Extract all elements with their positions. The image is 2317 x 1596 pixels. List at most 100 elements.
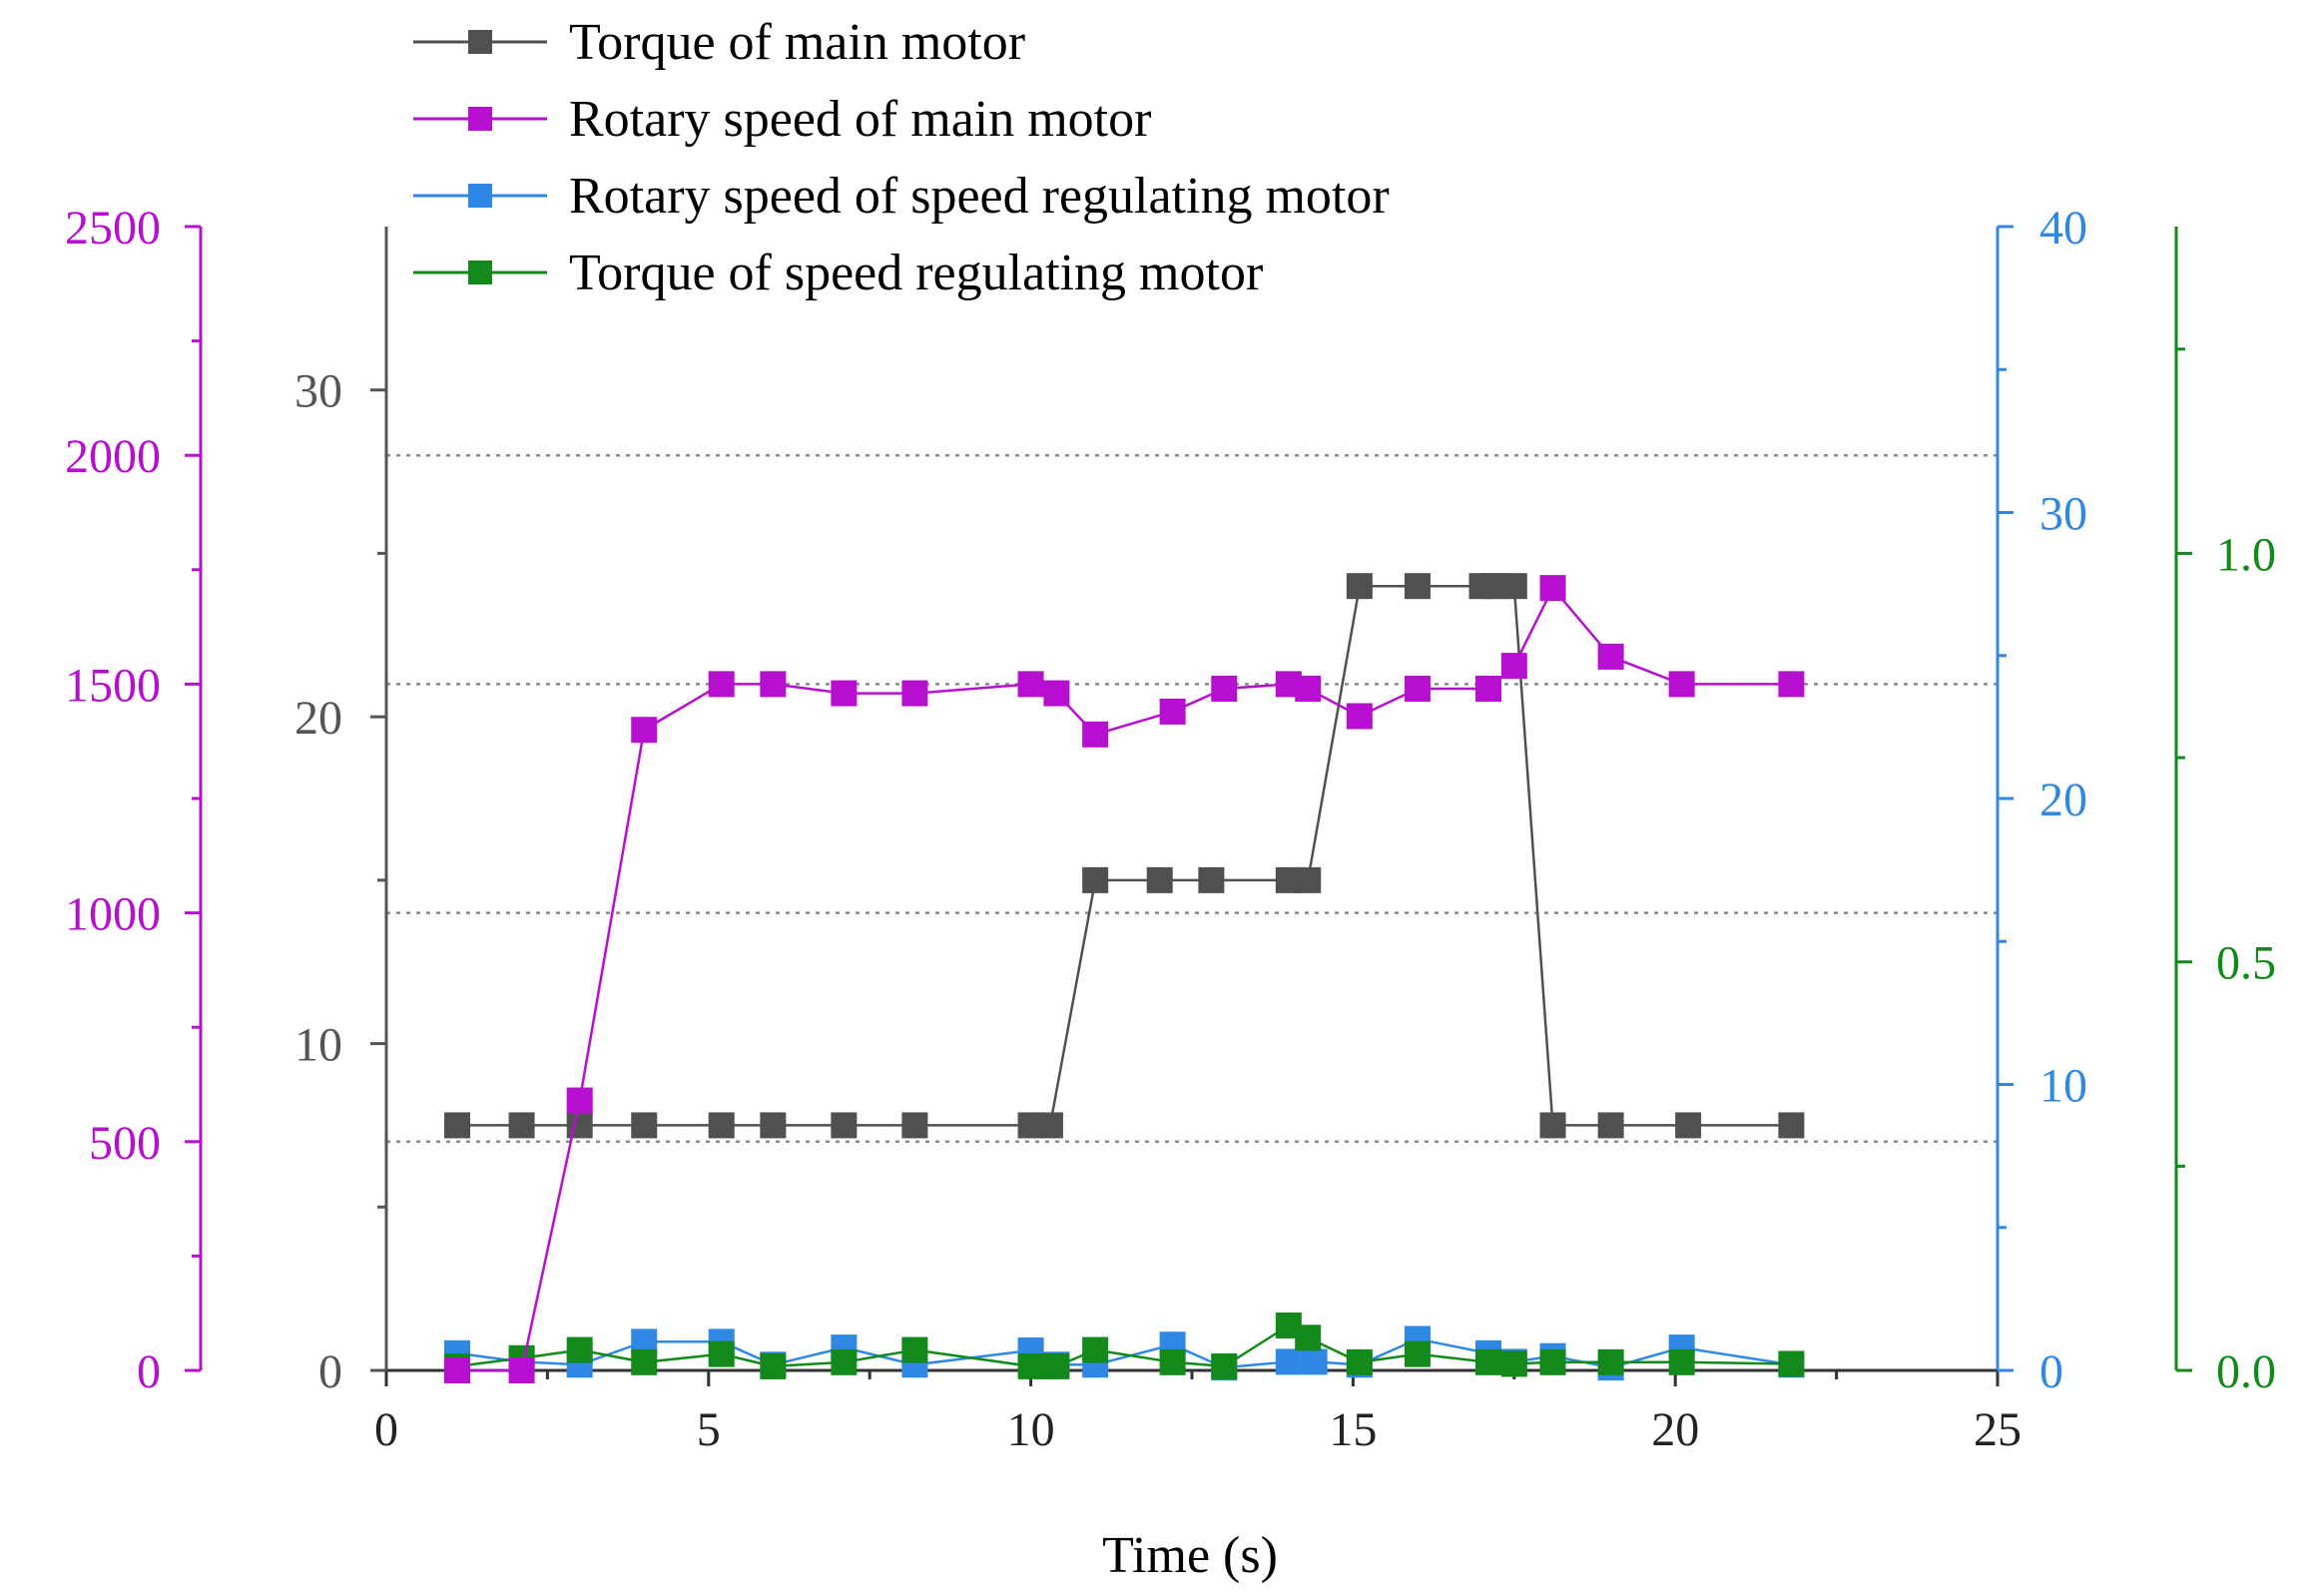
data-point xyxy=(1668,1348,1695,1375)
plot-area xyxy=(444,573,1805,1383)
data-point xyxy=(1675,1112,1702,1139)
data-point xyxy=(901,1112,928,1139)
axes: 0 5 10 15 20 25 0 500 1000 1500 2000 2500 0 10 20 30 0 10… xyxy=(65,202,2276,1456)
legend-label: Rotary speed of speed regulating motor xyxy=(569,168,1390,225)
speed-main-tick-label: 1500 xyxy=(65,659,161,712)
data-point xyxy=(1036,1112,1063,1139)
data-point xyxy=(1778,1112,1805,1139)
data-point xyxy=(760,1352,787,1379)
x-tick-label: 10 xyxy=(1007,1403,1055,1456)
torque-main-tick-label: 30 xyxy=(294,365,342,418)
data-point xyxy=(1778,671,1805,698)
data-point xyxy=(760,671,787,698)
data-point xyxy=(1474,1348,1501,1375)
legend: Torque of main motor Rotary speed of main… xyxy=(413,14,1390,301)
speed-main-tick-label: 0 xyxy=(137,1345,161,1398)
data-point xyxy=(1275,1348,1302,1375)
data-point xyxy=(1017,1352,1044,1379)
x-tick-label: 20 xyxy=(1651,1403,1699,1456)
data-point xyxy=(1295,866,1322,893)
torque-main-tick-label: 10 xyxy=(294,1019,342,1072)
data-point xyxy=(1539,575,1566,602)
data-point xyxy=(508,1112,535,1139)
torque-main-tick-label: 20 xyxy=(294,692,342,745)
legend-marker xyxy=(468,30,492,54)
data-point xyxy=(444,1112,471,1139)
torque-reg-tick-label: 1.0 xyxy=(2216,528,2276,581)
speed-main-tick-label: 500 xyxy=(89,1117,161,1170)
data-point xyxy=(1500,653,1527,680)
data-point xyxy=(566,1336,593,1363)
data-point xyxy=(831,680,858,707)
data-point xyxy=(1404,573,1431,600)
data-point xyxy=(1295,1325,1322,1351)
speed-reg-tick-label: 40 xyxy=(2039,202,2087,255)
data-point xyxy=(1500,1350,1527,1377)
legend-label: Torque of speed regulating motor xyxy=(569,245,1263,301)
data-point xyxy=(1043,1352,1070,1379)
data-point xyxy=(1597,1348,1624,1375)
data-point xyxy=(1211,1352,1238,1379)
data-point xyxy=(1146,866,1173,893)
data-point xyxy=(1778,1350,1805,1377)
data-point xyxy=(1043,680,1070,707)
data-point xyxy=(1668,671,1695,698)
data-point xyxy=(831,1112,858,1139)
data-point xyxy=(901,1336,928,1363)
legend-marker xyxy=(468,107,492,131)
data-point xyxy=(566,1087,593,1114)
data-point xyxy=(901,680,928,707)
data-point xyxy=(1159,698,1186,725)
speed-main-tick-label: 2500 xyxy=(65,202,161,255)
x-tick-label: 0 xyxy=(374,1403,398,1456)
data-point xyxy=(508,1357,535,1383)
data-point xyxy=(1082,721,1109,748)
data-point xyxy=(631,717,658,744)
data-point xyxy=(444,1357,471,1383)
legend-label: Torque of main motor xyxy=(569,14,1025,71)
x-tick-label: 25 xyxy=(1974,1403,2022,1456)
data-point xyxy=(1346,703,1373,730)
speed-reg-tick-label: 20 xyxy=(2039,774,2087,826)
data-point xyxy=(1404,675,1431,702)
legend-marker xyxy=(468,261,492,284)
data-point xyxy=(1295,675,1322,702)
data-point xyxy=(1404,1340,1431,1367)
data-point xyxy=(1159,1348,1186,1375)
data-point xyxy=(1082,1336,1109,1363)
data-point xyxy=(1017,671,1044,698)
data-point xyxy=(1346,1348,1373,1375)
speed-reg-tick-label: 0 xyxy=(2039,1345,2063,1398)
data-point xyxy=(566,1112,593,1139)
data-point xyxy=(1198,866,1225,893)
torque-main-tick-label: 0 xyxy=(318,1345,342,1398)
data-point xyxy=(1301,1348,1328,1375)
speed-reg-tick-label: 10 xyxy=(2039,1060,2087,1113)
x-tick-label: 5 xyxy=(697,1403,721,1456)
data-point xyxy=(631,1348,658,1375)
torque-reg-tick-label: 0.0 xyxy=(2216,1345,2276,1398)
speed-main-tick-label: 1000 xyxy=(65,888,161,941)
data-point xyxy=(1539,1112,1566,1139)
x-tick-label: 15 xyxy=(1329,1403,1377,1456)
legend-label: Rotary speed of main motor xyxy=(569,91,1151,148)
data-point xyxy=(1539,1348,1566,1375)
torque-reg-tick-label: 0.5 xyxy=(2216,937,2276,990)
speed-main-tick-label: 2000 xyxy=(65,430,161,483)
data-point xyxy=(1211,675,1238,702)
legend-marker xyxy=(468,184,492,208)
data-point xyxy=(1500,573,1527,600)
data-point xyxy=(831,1348,858,1375)
x-axis-label: Time (s) xyxy=(1102,1527,1278,1584)
data-point xyxy=(1474,675,1501,702)
data-point xyxy=(760,1112,787,1139)
data-point xyxy=(708,1340,735,1367)
data-point xyxy=(1082,866,1109,893)
data-point xyxy=(631,1112,658,1139)
data-point xyxy=(1597,1112,1624,1139)
data-point xyxy=(708,671,735,698)
data-point xyxy=(708,1112,735,1139)
data-point xyxy=(1597,643,1624,670)
